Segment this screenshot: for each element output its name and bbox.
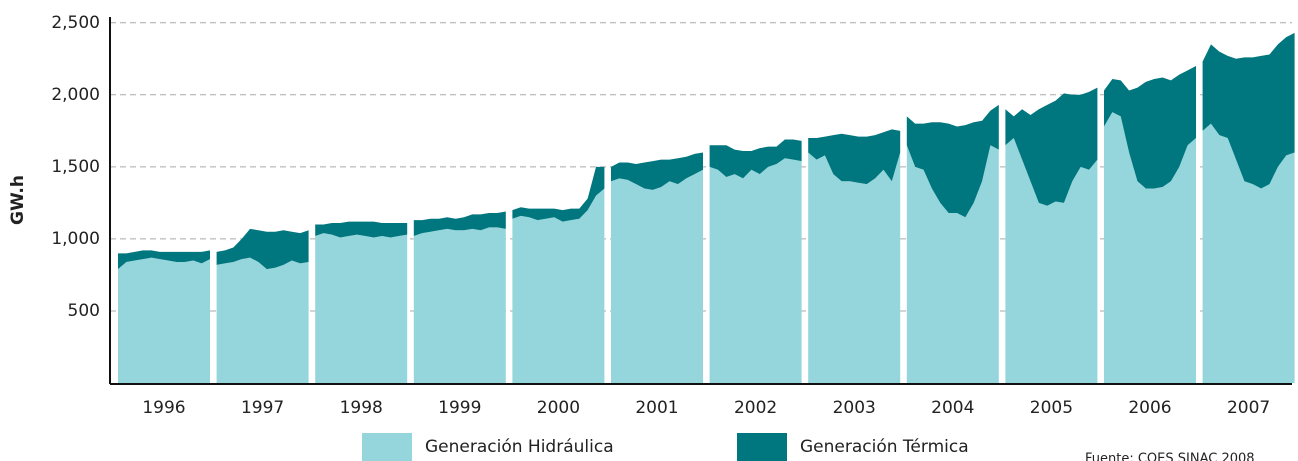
hydro-area bbox=[808, 152, 901, 383]
legend-swatch bbox=[737, 433, 787, 461]
legend-label: Generación Hidráulica bbox=[425, 437, 614, 457]
thermal-area bbox=[709, 139, 802, 179]
hydro-area bbox=[611, 169, 703, 383]
thermal-area bbox=[808, 129, 901, 185]
thermal-area bbox=[611, 152, 703, 190]
legend-swatch bbox=[362, 433, 412, 461]
thermal-area bbox=[216, 228, 309, 270]
x-tick-label: 2004 bbox=[931, 398, 974, 418]
x-tick-label: 2002 bbox=[734, 398, 777, 418]
x-tick-label: 2003 bbox=[833, 398, 876, 418]
y-tick-label: 2,000 bbox=[51, 85, 100, 105]
thermal-area bbox=[315, 221, 408, 238]
x-tick-label: 2006 bbox=[1128, 398, 1171, 418]
hydro-area bbox=[906, 145, 999, 383]
thermal-area bbox=[1005, 87, 1098, 206]
hydro-area bbox=[315, 233, 408, 383]
x-tick-label: 2007 bbox=[1227, 398, 1270, 418]
x-tick-label: 2000 bbox=[537, 398, 580, 418]
y-tick-label: 2,500 bbox=[51, 13, 100, 33]
thermal-area bbox=[1202, 32, 1295, 189]
thermal-area bbox=[906, 104, 999, 218]
x-tick-label: 2005 bbox=[1030, 398, 1073, 418]
x-tick-label: 1996 bbox=[142, 398, 185, 418]
y-tick-label: 500 bbox=[68, 301, 100, 321]
x-tick-label: 1997 bbox=[241, 398, 284, 418]
hydro-area bbox=[1104, 112, 1196, 384]
hydro-area bbox=[512, 188, 605, 383]
y-tick-label: 1,500 bbox=[51, 157, 100, 177]
thermal-area bbox=[118, 250, 210, 270]
legend-label: Generación Térmica bbox=[800, 437, 969, 457]
thermal-area bbox=[413, 211, 506, 237]
x-tick-label: 1998 bbox=[340, 398, 383, 418]
hydro-area bbox=[1202, 123, 1295, 384]
x-tick-label: 1999 bbox=[438, 398, 481, 418]
y-tick-label: 1,000 bbox=[51, 229, 100, 249]
hydro-area bbox=[709, 158, 802, 383]
thermal-area bbox=[1104, 65, 1196, 189]
x-tick-label: 2001 bbox=[635, 398, 678, 418]
hydro-area bbox=[1005, 138, 1098, 383]
y-axis-label: GW.h bbox=[8, 175, 28, 225]
hydro-area bbox=[118, 257, 210, 383]
thermal-area bbox=[512, 166, 605, 222]
hydro-area bbox=[413, 227, 506, 383]
source-note: Fuente: COES SINAC 2008 bbox=[1085, 452, 1255, 461]
hydro-area bbox=[216, 257, 309, 383]
